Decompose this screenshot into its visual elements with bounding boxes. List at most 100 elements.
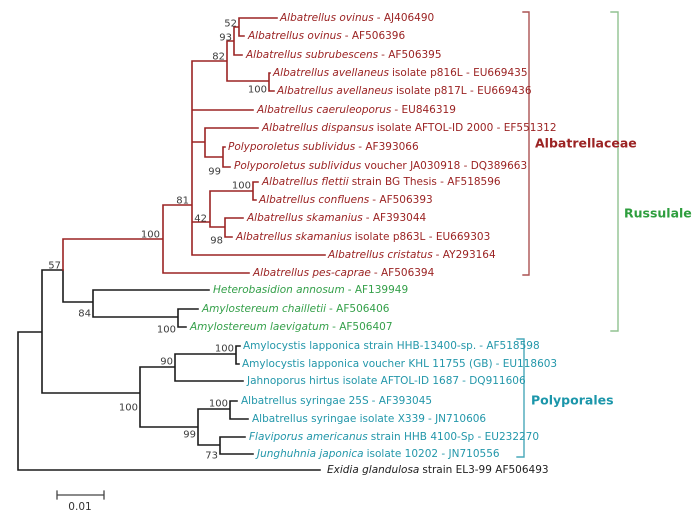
taxon-name: Polyporoletus sublividus <box>228 141 356 153</box>
taxon-accession: - AJ406490 <box>377 12 435 24</box>
support-value: 99 <box>208 167 221 178</box>
taxon-label: Amylostereum chailletii - AF506406 <box>201 303 390 315</box>
taxon-label: Flaviporus americanus strain HHB 4100-Sp … <box>249 431 539 443</box>
taxon-name: Albatrellus confluens <box>258 194 370 206</box>
taxon-name: Amylocystis lapponica strain HHB-13400-s… <box>243 340 476 352</box>
taxon-name: Exidia glandulosa <box>327 464 419 476</box>
support-value: 73 <box>205 451 218 462</box>
taxon-label: Heterobasidion annosum - AF139949 <box>213 284 408 296</box>
taxon-label: Polyporoletus sublividus - AF393066 <box>228 141 419 153</box>
scale-bar: 0.01 <box>56 490 105 512</box>
support-value: 99 <box>183 430 196 441</box>
taxon-name: Albatrellus syringae isolate X339 <box>252 413 425 425</box>
support-value: 100 <box>141 230 160 241</box>
taxon-name: Albatrellus avellaneus <box>276 85 394 97</box>
taxon-accession: - AF393045 <box>372 395 432 407</box>
taxon-accession: - AF393066 <box>358 141 419 153</box>
support-value: 84 <box>78 309 91 320</box>
taxon-name: Albatrellus skamanius <box>246 212 363 224</box>
support-value: 82 <box>212 52 225 63</box>
taxon-accession: - DQ911606 <box>462 375 526 387</box>
taxon-name: Amylocystis lapponica voucher KHL 11755 … <box>242 358 493 370</box>
taxon-accession: isolate AFTOL-ID 2000 - EF551312 <box>377 122 557 134</box>
taxon-label: Albatrellus dispansus isolate AFTOL-ID 20… <box>261 122 557 134</box>
clade-label-polyporales: Polyporales <box>531 393 614 408</box>
scale-bar-line <box>56 490 105 500</box>
taxon-name: Albatrellus syringae 25S <box>241 395 369 407</box>
polyporales-bracket <box>516 338 525 458</box>
taxon-label: Amylocystis lapponica strain HHB-13400-s… <box>243 340 540 352</box>
taxon-label: Polyporoletus sublividus voucher JA030918… <box>234 160 527 172</box>
taxon-name: Albatrellus pes-caprae <box>252 267 371 279</box>
taxon-accession: - AF506396 <box>345 30 406 42</box>
russulales-bracket <box>610 11 619 332</box>
taxon-name: Flaviporus americanus <box>249 431 368 443</box>
taxon-name: Amylostereum laevigatum <box>189 321 329 333</box>
support-value: 93 <box>219 33 232 44</box>
taxon-accession: voucher JA030918 - DQ389663 <box>364 160 527 172</box>
red-branch-lines <box>62 17 326 274</box>
taxon-label: Albatrellus ovinus - AF506396 <box>247 30 405 42</box>
support-value: 100 <box>209 399 228 410</box>
support-value: 57 <box>48 261 61 272</box>
taxon-accession: isolate p816L - EU669435 <box>392 67 528 79</box>
taxon-accession: - AF506407 <box>332 321 392 333</box>
taxon-label: Albatrellus avellaneus isolate p817L - EU… <box>276 85 532 97</box>
support-value: 100 <box>248 85 267 96</box>
taxon-accession: isolate p863L - EU669303 <box>355 231 491 243</box>
taxon-accession: - AY293164 <box>436 249 496 261</box>
taxon-label: Albatrellus skamanius - AF393044 <box>246 212 427 224</box>
taxon-name: Albatrellus flettii <box>261 176 349 188</box>
taxon-accession: - AF139949 <box>348 284 408 296</box>
support-value: 52 <box>224 19 237 30</box>
taxon-accession: - JN710606 <box>428 413 486 425</box>
taxon-accession: - EU118603 <box>496 358 558 370</box>
taxon-label: Albatrellus cristatus - AY293164 <box>327 249 496 261</box>
clade-label-albatrellaceae: Albatrellaceae <box>535 136 637 151</box>
taxon-label: Exidia glandulosa strain EL3-99 AF506493 <box>327 464 549 476</box>
taxon-label: Albatrellus ovinus - AJ406490 <box>279 12 434 24</box>
support-value: 100 <box>157 325 176 336</box>
taxon-accession: - AF506394 <box>374 267 435 279</box>
clade-label-russulales: Russulales <box>624 206 692 221</box>
support-value: 100 <box>215 344 234 355</box>
scale-bar-label: 0.01 <box>68 501 91 512</box>
support-value: 100 <box>119 403 138 414</box>
taxon-name: Jahnoporus hirtus isolate AFTOL-ID 1687 <box>246 375 459 387</box>
taxon-label: Albatrellus syringae 25S - AF393045 <box>241 395 432 407</box>
support-value: 98 <box>210 236 223 247</box>
support-values: 52 93 82 100 99 100 81 42 98 100 57 84 1… <box>48 19 267 462</box>
taxon-label: Amylostereum laevigatum - AF506407 <box>189 321 393 333</box>
taxon-accession: - AF506393 <box>372 194 432 206</box>
taxon-label: Albatrellus pes-caprae - AF506394 <box>252 267 435 279</box>
taxon-accession: isolate p817L - EU669436 <box>396 85 532 97</box>
taxon-label: Albatrellus flettii strain BG Thesis - AF… <box>261 176 501 188</box>
taxon-name: Heterobasidion annosum <box>213 284 345 296</box>
taxon-accession: - AF506406 <box>329 303 390 315</box>
tree-red-branches <box>62 17 326 274</box>
taxon-name: Albatrellus avellaneus <box>272 67 390 79</box>
tree-black-branches <box>17 269 321 471</box>
taxon-label: Junghuhnia japonica isolate 10202 - JN710… <box>255 448 500 460</box>
taxon-accession: - EU846319 <box>394 104 456 116</box>
taxon-name: Junghuhnia japonica <box>255 448 364 460</box>
taxon-accession: - AF506395 <box>381 49 441 61</box>
taxon-accession: strain HHB 4100-Sp - EU232270 <box>371 431 539 443</box>
support-value: 81 <box>176 196 189 207</box>
taxon-name: Albatrellus ovinus <box>247 30 342 42</box>
taxon-label: Albatrellus skamanius isolate p863L - EU6… <box>235 231 490 243</box>
taxon-label: Albatrellus caeruleoporus - EU846319 <box>256 104 456 116</box>
taxon-accession: - AF393044 <box>366 212 427 224</box>
taxon-label: Albatrellus syringae isolate X339- JN710… <box>252 413 486 425</box>
taxon-label: Albatrellus avellaneus isolate p816L - EU… <box>272 67 528 79</box>
support-value: 90 <box>160 357 173 368</box>
taxon-labels: Albatrellus ovinus - AJ406490 Albatrellus… <box>189 12 557 476</box>
taxon-name: Albatrellus subrubescens <box>245 49 379 61</box>
support-value: 42 <box>194 214 207 225</box>
taxon-name: Albatrellus cristatus <box>327 249 433 261</box>
taxon-name: Albatrellus skamanius <box>235 231 352 243</box>
taxon-name: Amylostereum chailletii <box>201 303 326 315</box>
albatrellaceae-bracket <box>522 11 530 276</box>
